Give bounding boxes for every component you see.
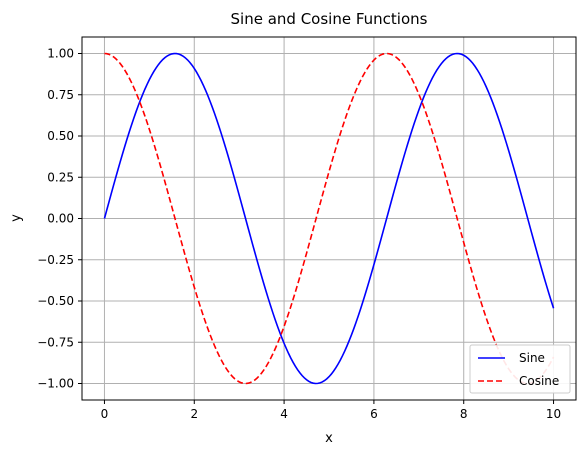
series-line-sine: [103, 52, 555, 385]
y-tick-label: 0.75: [47, 88, 74, 102]
legend: Sine Cosine: [469, 344, 571, 394]
y-tick-label: −1.00: [37, 377, 74, 391]
y-tick-label: 1.00: [47, 47, 74, 61]
y-tick-label: −0.75: [37, 335, 74, 349]
x-tick-label: 6: [370, 407, 378, 421]
y-tick-label: 0.50: [47, 129, 74, 143]
x-axis-label: x: [325, 431, 333, 446]
x-tick-label: 8: [460, 407, 468, 421]
x-tick-label: 0: [101, 407, 109, 421]
grid: [82, 37, 576, 400]
x-axis-ticks: 0 2 4 6 8 10: [101, 400, 561, 421]
x-tick-label: 2: [190, 407, 198, 421]
x-tick-label: 10: [546, 407, 561, 421]
legend-box: [469, 344, 571, 394]
y-tick-label: −0.50: [37, 294, 74, 308]
y-tick-label: −0.25: [37, 253, 74, 267]
legend-cosine-label: Cosine: [519, 374, 559, 388]
y-axis-ticks: −1.00 −0.75 −0.50 −0.25 0.00 0.25 0.50 0.75 1.00: [37, 47, 82, 391]
y-axis-label: y: [9, 214, 24, 222]
y-tick-label: 0.00: [47, 212, 74, 226]
x-tick-label: 4: [280, 407, 288, 421]
series-layer: [103, 52, 555, 385]
legend-sine-label: Sine: [519, 351, 545, 365]
series-line-cosine: [104, 52, 555, 385]
chart-title: Sine and Cosine Functions: [231, 10, 428, 28]
y-tick-label: 0.25: [47, 170, 74, 184]
